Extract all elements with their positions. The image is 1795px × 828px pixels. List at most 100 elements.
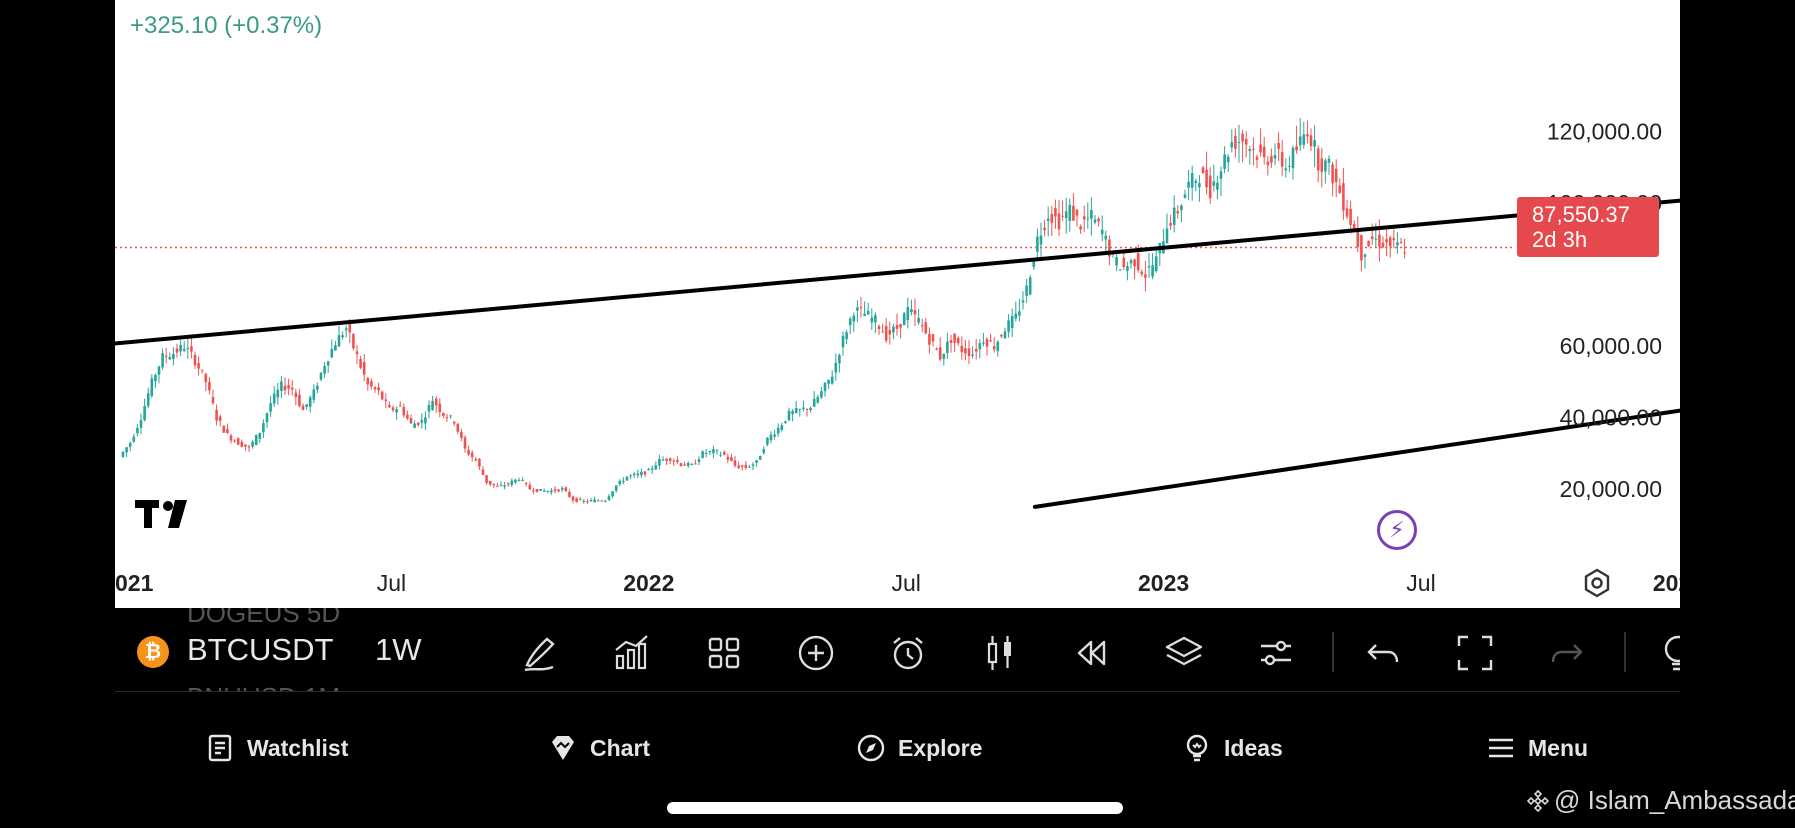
candle-body: [913, 309, 917, 315]
candle-body: [406, 414, 409, 419]
candle-body: [1079, 226, 1082, 230]
candle-body: [308, 397, 312, 407]
candle-body: [204, 373, 208, 383]
home-indicator[interactable]: [667, 802, 1123, 814]
candle-body: [1244, 138, 1248, 145]
candle-body: [1313, 140, 1316, 147]
candle-body: [154, 374, 157, 382]
candle-body: [190, 346, 193, 352]
undo-icon[interactable]: [1360, 630, 1406, 676]
candle-body: [604, 500, 607, 502]
candle-body: [258, 432, 262, 439]
candle-body: [697, 459, 701, 462]
indicators-icon[interactable]: [609, 630, 655, 676]
candle-body: [1352, 224, 1356, 233]
candle-body: [1201, 167, 1205, 174]
chart-panel[interactable]: 120,000.00100,000.0060,000.0040,000.0020…: [115, 0, 1680, 608]
candle-body: [1057, 213, 1061, 230]
redo-icon[interactable]: [1544, 630, 1590, 676]
candle-body: [985, 339, 989, 347]
candle-body: [143, 405, 146, 421]
nav-watchlist[interactable]: Watchlist: [205, 728, 348, 768]
candle-body: [427, 405, 431, 412]
layouts-icon[interactable]: [701, 630, 747, 676]
candle-body: [1367, 241, 1370, 247]
candle-body: [654, 465, 658, 470]
candle-body: [892, 326, 895, 333]
nav-explore[interactable]: Explore: [856, 728, 982, 768]
candle-body: [1216, 182, 1219, 190]
candle-body: [1392, 238, 1396, 241]
price-chart[interactable]: 120,000.00100,000.0060,000.0040,000.0020…: [115, 0, 1680, 608]
candle-body: [226, 429, 229, 434]
candle-body: [787, 410, 791, 421]
candle-body: [1043, 227, 1046, 231]
replay-icon[interactable]: [1069, 630, 1115, 676]
candle-body: [622, 480, 625, 482]
candle-body: [121, 451, 125, 457]
nav-ideas[interactable]: Ideas: [1182, 728, 1283, 768]
nav-chart[interactable]: Chart: [548, 728, 650, 768]
watermark: @ Islam_Ambassada: [1526, 785, 1795, 816]
candle-body: [478, 458, 481, 467]
candle-body: [1284, 168, 1288, 171]
candle-body: [1133, 259, 1136, 267]
candle-body: [917, 317, 920, 323]
candle-body: [550, 490, 553, 493]
alarm-icon[interactable]: [885, 630, 931, 676]
candle-body: [305, 404, 308, 407]
candle-body: [424, 417, 427, 424]
candle-body: [1126, 266, 1129, 272]
ghost-symbol-above: DOGEUS 5D: [187, 608, 341, 628]
candle-body: [661, 459, 665, 461]
candle-body: [1187, 181, 1190, 188]
fullscreen-icon[interactable]: [1452, 630, 1498, 676]
candle-body: [1223, 154, 1226, 169]
nav-menu[interactable]: Menu: [1486, 728, 1588, 768]
candle-body: [330, 349, 334, 358]
candle-body: [888, 329, 892, 335]
candle-body: [1212, 181, 1216, 186]
candle-body: [1129, 260, 1133, 264]
candle-body: [1018, 311, 1021, 316]
candle-body: [1349, 208, 1352, 226]
candle-body: [1054, 207, 1057, 217]
candle-body: [506, 483, 510, 485]
layers-icon[interactable]: [1161, 630, 1207, 676]
candle-body: [388, 404, 391, 408]
candle-body: [1331, 164, 1334, 184]
chart-settings-icon[interactable]: [1581, 567, 1613, 604]
settings-sliders-icon[interactable]: [1253, 630, 1299, 676]
candle-body: [1140, 271, 1144, 275]
candle-body: [1154, 256, 1158, 272]
candle-body: [906, 307, 910, 321]
candle-body: [1334, 168, 1338, 183]
ideas-icon[interactable]: [1655, 630, 1680, 676]
candle-body: [1363, 254, 1367, 257]
x-axis-label: 2022: [623, 570, 674, 596]
candle-body: [398, 405, 402, 407]
interval-selector[interactable]: 1W: [375, 632, 422, 667]
candle-body: [1205, 169, 1208, 188]
candle-body: [128, 442, 132, 447]
bitcoin-icon: ₿: [137, 636, 169, 668]
candle-body: [402, 407, 406, 416]
candle-body: [1104, 235, 1108, 240]
candle-body: [611, 491, 614, 497]
candle-body: [510, 480, 514, 485]
candle-body: [334, 345, 337, 351]
symbol-selector[interactable]: BTCUSDT: [187, 632, 334, 667]
plus-circle-icon[interactable]: [793, 630, 839, 676]
candle-body: [1176, 211, 1180, 214]
lightning-icon[interactable]: ⚡: [1377, 510, 1417, 550]
brush-icon[interactable]: [517, 630, 563, 676]
candle-body: [794, 408, 798, 413]
candle-body: [1151, 265, 1154, 277]
candle-body: [719, 454, 722, 456]
candle-body: [679, 463, 683, 466]
candle-body: [233, 440, 236, 442]
candles-icon[interactable]: [977, 630, 1023, 676]
candle-body: [445, 417, 449, 419]
candle-body: [431, 400, 434, 411]
candle-body: [161, 353, 164, 368]
